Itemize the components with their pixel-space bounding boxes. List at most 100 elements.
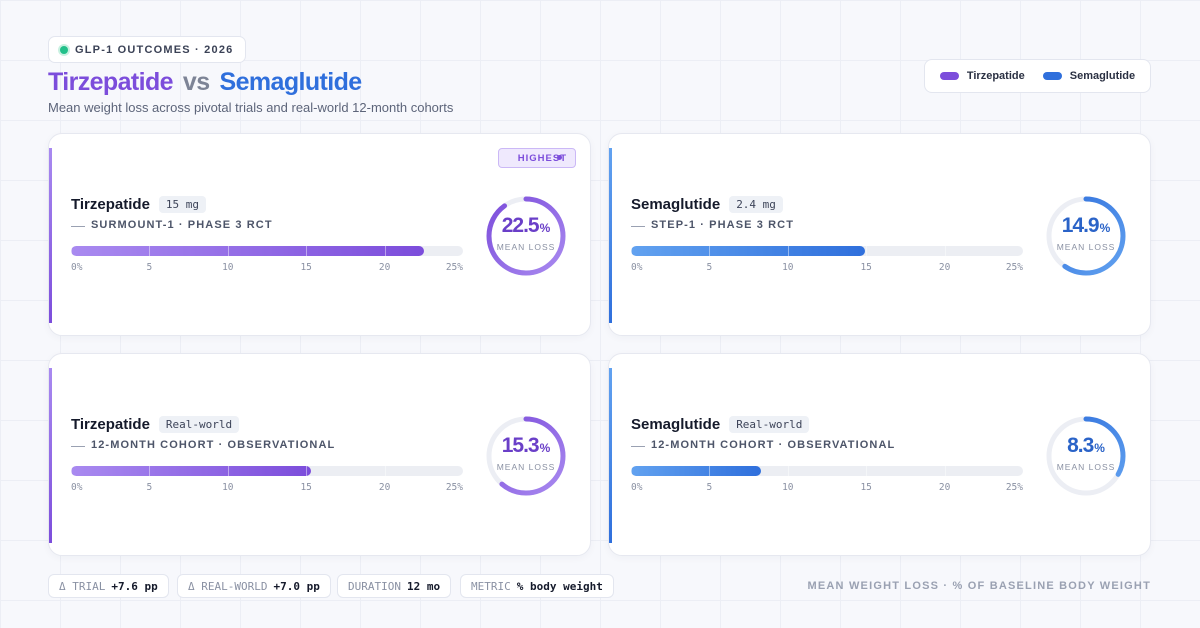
study-dash — [71, 446, 85, 447]
study-label: 12-MONTH COHORT · OBSERVATIONAL — [651, 439, 896, 451]
tick-mark — [944, 246, 946, 256]
stat-label: DURATION — [348, 579, 401, 593]
tick-mark — [71, 246, 72, 256]
tick-mark — [384, 246, 386, 256]
legend-swatch — [1042, 72, 1062, 80]
card-heading: Semaglutide 2.4 mg — [631, 196, 783, 213]
ring-value: 14.9% — [1041, 214, 1131, 238]
tick-mark — [866, 466, 868, 476]
value-number: 15.3 — [501, 434, 540, 457]
x-tick-label: 20 — [938, 262, 951, 273]
value-caption: MEAN LOSS — [1056, 242, 1116, 252]
x-tick-label: 0% — [71, 262, 83, 273]
card-heading: Tirzepatide 15 mg — [71, 196, 207, 213]
value-number: 8.3 — [1067, 434, 1094, 457]
x-tick-label: 10 — [782, 262, 794, 273]
tick-mark — [227, 246, 229, 256]
x-tick-label: 20 — [378, 262, 391, 273]
card: Semaglutide 2.4 mg STEP-1 · PHASE 3 RCT 0% 5… — [608, 133, 1151, 336]
ring-value: 8.3% — [1041, 434, 1131, 458]
bar — [71, 466, 311, 476]
tick-mark — [787, 466, 789, 476]
tick-mark — [149, 466, 151, 476]
stat-label: Δ REAL-WORLD — [188, 579, 268, 593]
study-dash — [631, 226, 645, 227]
value-number: 14.9 — [1061, 214, 1100, 237]
x-tick-label: 5 — [146, 482, 153, 493]
ring — [1046, 196, 1126, 276]
tick-mark — [384, 466, 386, 476]
legend-label: Semaglutide — [1069, 70, 1136, 82]
x-tick-label: 5 — [146, 262, 153, 273]
highest-badge: HIGHEST — [497, 148, 576, 168]
stat-label: Δ TRIAL — [59, 579, 106, 593]
ring — [486, 416, 566, 496]
card-heading: Semaglutide Real-world — [631, 416, 810, 433]
tick-mark — [149, 246, 151, 256]
x-tick-label: 0% — [631, 262, 643, 273]
x-tick-label: 0% — [71, 482, 83, 493]
x-tick-label: 20 — [378, 482, 391, 493]
study-dash — [631, 446, 645, 447]
x-tick-label: 20 — [938, 482, 951, 493]
footer-stat: Δ TRIAL +7.6 pp — [48, 574, 169, 598]
value-unit: % — [1094, 441, 1105, 455]
card-accent — [609, 368, 612, 543]
dose-tag: Real-world — [158, 416, 240, 433]
x-tick-label: 5 — [706, 482, 713, 493]
badge-dot — [557, 155, 562, 160]
bar-track — [71, 466, 463, 476]
stat-value: +7.6 pp — [111, 579, 158, 593]
bar — [71, 246, 424, 256]
tick-mark — [866, 246, 868, 256]
title-part: Semaglutide — [219, 68, 363, 96]
stat-value: +7.0 pp — [273, 579, 320, 593]
ring-arc — [1046, 196, 1126, 276]
value-caption: MEAN LOSS — [496, 462, 556, 472]
dose-tag: 2.4 mg — [729, 196, 783, 213]
footer-note: MEAN WEIGHT LOSS · % OF BASELINE BODY WE… — [807, 580, 1151, 592]
bar-track — [631, 466, 1023, 476]
study-label: 12-MONTH COHORT · OBSERVATIONAL — [91, 439, 336, 451]
value-unit: % — [539, 221, 551, 235]
dose-tag: Real-world — [729, 416, 810, 433]
tick-mark — [709, 246, 711, 256]
bar — [631, 246, 865, 256]
x-tick-label: 15 — [860, 262, 872, 273]
drug-name: Tirzepatide — [71, 196, 150, 213]
value-unit: % — [539, 441, 551, 455]
tick-mark — [306, 246, 308, 256]
ring-value: 22.5% — [481, 214, 571, 238]
study-label: STEP-1 · PHASE 3 RCT — [651, 219, 795, 231]
x-tick-label: 10 — [782, 482, 794, 493]
legend-swatch — [939, 72, 959, 80]
ring — [486, 196, 566, 276]
card: Tirzepatide Real-world 12-MONTH COHORT · O… — [48, 353, 591, 556]
title: Tirzepatide vs Semaglutide — [48, 68, 372, 97]
legend-item: Semaglutide — [1042, 70, 1136, 82]
tick-mark — [787, 246, 789, 256]
value-number: 22.5 — [501, 214, 540, 237]
title-part: vs — [182, 68, 210, 96]
card-accent — [49, 368, 52, 543]
ring-arc — [1046, 416, 1126, 496]
x-tick-label: 15 — [300, 262, 312, 273]
footer-stat: DURATION 12 mo — [337, 574, 452, 598]
legend-label: Tirzepatide — [966, 70, 1025, 82]
bar — [631, 466, 762, 476]
subtitle: Mean weight loss across pivotal trials a… — [48, 100, 454, 115]
card-accent — [49, 148, 52, 323]
tick-mark — [71, 466, 72, 476]
bar-track — [631, 246, 1023, 256]
x-tick-label: 15 — [860, 482, 872, 493]
tick-mark — [944, 466, 946, 476]
x-tick-label: 5 — [706, 262, 713, 273]
value-caption: MEAN LOSS — [496, 242, 556, 252]
card: HIGHEST Tirzepatide 15 mg SURMOUNT-1 · PHAS… — [48, 133, 591, 336]
tick-mark — [631, 466, 632, 476]
x-tick-label: 0% — [631, 482, 643, 493]
footer-stat: METRIC % body weight — [460, 574, 614, 598]
card-heading: Tirzepatide Real-world — [71, 416, 240, 433]
tick-mark — [227, 466, 229, 476]
